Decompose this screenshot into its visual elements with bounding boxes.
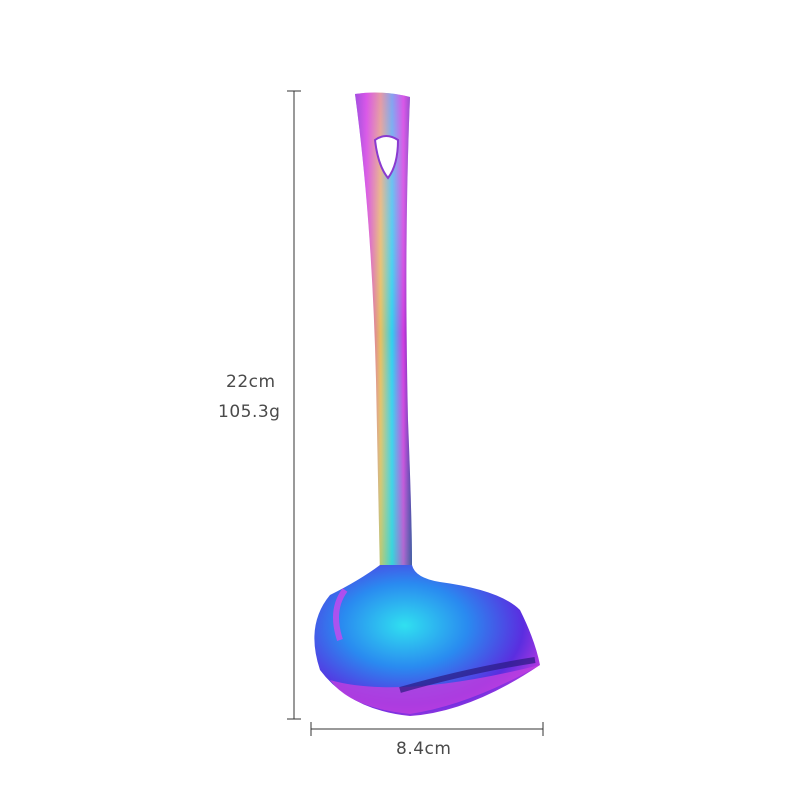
hang-hole	[373, 135, 400, 180]
width-dimension-line	[310, 722, 544, 736]
length-label: 22cm	[226, 372, 276, 392]
length-dimension-line	[287, 90, 301, 720]
width-label: 8.4cm	[396, 739, 452, 759]
weight-label: 105.3g	[218, 402, 281, 422]
